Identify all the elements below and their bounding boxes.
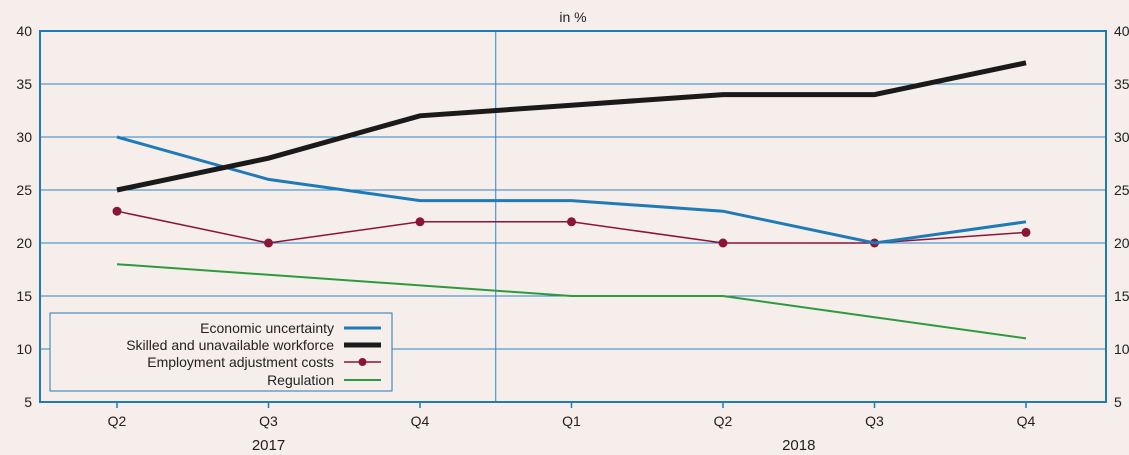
x-tick-label: Q4 (1017, 413, 1036, 429)
legend-label: Regulation (267, 372, 334, 388)
x-tick-label: Q3 (259, 413, 278, 429)
legend-label: Economic uncertainty (200, 320, 334, 336)
y-tick-label-left: 40 (16, 23, 32, 39)
y-tick-label-left: 20 (16, 235, 32, 251)
y-tick-label-left: 15 (16, 288, 32, 304)
data-point-2 (1021, 227, 1031, 237)
legend-box (49, 312, 393, 392)
series-layer (112, 60, 1031, 340)
x-tick-label: Q2 (108, 413, 127, 429)
data-point-2 (415, 217, 425, 227)
y-tick-label-right: 30 (1114, 129, 1129, 145)
year-label: 2017 (252, 437, 285, 454)
y-tick-label-right: 5 (1114, 394, 1122, 410)
y-tick-label-right: 20 (1114, 235, 1129, 251)
y-tick-label-right: 40 (1114, 23, 1129, 39)
y-tick-label-right: 25 (1114, 182, 1129, 198)
y-tick-label-right: 10 (1114, 341, 1129, 357)
y-tick-label-left: 25 (16, 182, 32, 198)
year-label: 2018 (782, 437, 815, 454)
data-point-2 (112, 206, 122, 216)
y-tick-label-right: 35 (1114, 76, 1129, 92)
data-point-2 (264, 238, 273, 248)
chart-unit-label: in % (559, 9, 586, 25)
grid-lines (40, 31, 1106, 402)
x-tick-label: Q3 (865, 413, 884, 429)
series-line-3 (116, 263, 1027, 340)
x-tick-label: Q4 (411, 413, 430, 429)
y-tick-label-left: 5 (24, 394, 32, 410)
axes: 5 5 10 10 15 15 20 20 25 25 30 30 35 35 40 40 Q2 Q3 Q4 Q1 Q2… (16, 23, 1129, 454)
plot-frame (39, 30, 1107, 403)
y-tick-label-left: 30 (16, 129, 32, 145)
x-tick-label: Q1 (562, 413, 581, 429)
y-tick-label-right: 15 (1114, 288, 1129, 304)
legend-label: Skilled and unavailable workforce (126, 337, 334, 353)
y-tick-label-left: 10 (16, 341, 32, 357)
x-tick-label: Q2 (714, 413, 733, 429)
data-point-2 (567, 217, 576, 227)
data-point-2 (718, 238, 728, 248)
series-line-0 (116, 135, 1027, 245)
y-tick-label-left: 35 (16, 76, 32, 92)
series-line-1 (116, 60, 1027, 193)
legend-label: Employment adjustment costs (147, 354, 334, 370)
series-line-2 (116, 210, 1027, 244)
legend-marker (358, 358, 367, 366)
